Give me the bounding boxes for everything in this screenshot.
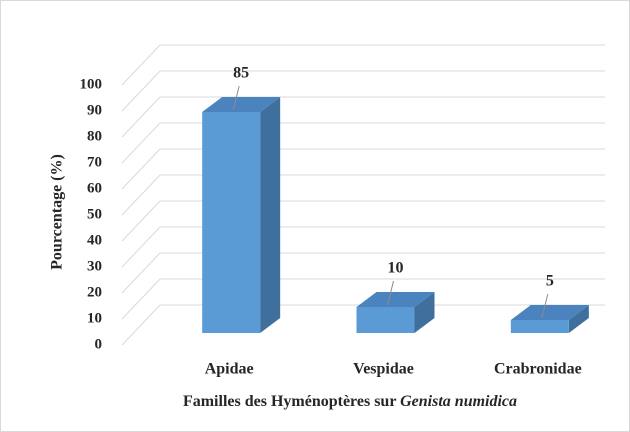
- x-axis-label-italic: Genista numidica: [400, 393, 517, 410]
- x-axis-label-text: Familles des Hyménoptères sur: [183, 393, 396, 410]
- grid-line: [121, 44, 605, 86]
- data-label: 10: [388, 260, 404, 277]
- x-tick-label: Apidae: [205, 361, 254, 378]
- leader-line: [232, 85, 240, 111]
- leader-line: [387, 280, 394, 306]
- data-label: 5: [546, 273, 554, 290]
- y-tick-label: 80: [87, 128, 102, 144]
- grid-line: [121, 200, 605, 242]
- y-tick-label: 10: [87, 310, 102, 326]
- bar: [510, 320, 569, 333]
- bar-side: [260, 97, 281, 333]
- y-tick-label: 30: [87, 258, 102, 274]
- bar: [202, 112, 261, 333]
- y-tick-label: 100: [80, 76, 103, 92]
- grid-line: [121, 96, 605, 138]
- grid-line: [121, 226, 605, 268]
- bar-top: [510, 305, 589, 320]
- grid-line: [121, 122, 605, 164]
- y-tick-label: 20: [87, 284, 102, 300]
- y-tick-label: 90: [87, 102, 102, 118]
- grid-line: [121, 174, 605, 216]
- bar-side: [568, 305, 589, 333]
- y-tick-label: 50: [87, 206, 102, 222]
- leader-line: [541, 293, 549, 319]
- x-axis-label: Familles des Hyménoptères sur Genista nu…: [183, 393, 517, 410]
- grid-line: [121, 304, 605, 346]
- x-tick-label: Vespidae: [353, 361, 414, 378]
- grid-line: [121, 252, 605, 294]
- bar-top: [356, 292, 435, 307]
- y-axis-label: Pourcentage (%): [49, 154, 66, 270]
- grid-line: [121, 70, 605, 112]
- y-tick-label: 60: [87, 180, 102, 196]
- bar-top: [202, 97, 281, 112]
- y-tick-label: 40: [87, 232, 102, 248]
- grid-line: [121, 148, 605, 190]
- bar: [356, 307, 415, 333]
- grid-line: [121, 278, 605, 320]
- x-tick-label: Crabronidae: [494, 361, 582, 378]
- bar-side: [414, 292, 435, 333]
- y-tick-label: 70: [87, 154, 102, 170]
- y-tick-label: 0: [95, 336, 103, 352]
- data-label: 85: [233, 65, 249, 82]
